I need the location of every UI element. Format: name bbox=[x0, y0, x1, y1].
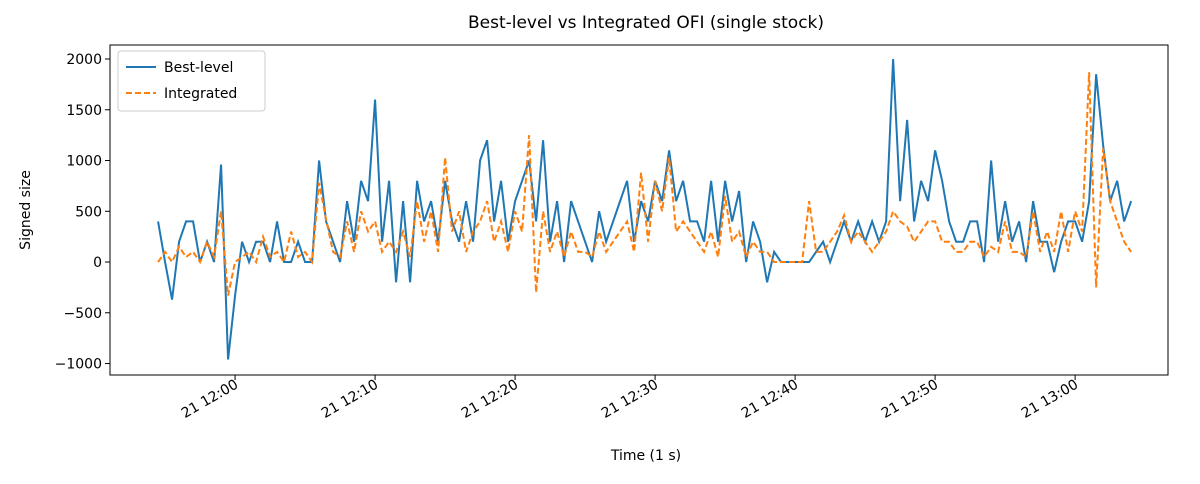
y-tick-label: 0 bbox=[93, 255, 102, 271]
chart-title: Best-level vs Integrated OFI (single sto… bbox=[468, 13, 824, 33]
y-tick-label: 500 bbox=[75, 204, 102, 220]
legend-label: Integrated bbox=[164, 86, 237, 102]
plot-frame bbox=[109, 44, 1169, 376]
legend-label: Best-level bbox=[164, 60, 233, 76]
y-tick-label: 1500 bbox=[66, 103, 102, 119]
y-tick-label: 1000 bbox=[66, 154, 102, 170]
x-axis-label: Time (1 s) bbox=[610, 448, 681, 464]
y-tick-label: −1000 bbox=[55, 357, 102, 373]
series-line bbox=[157, 58, 1133, 360]
series-line bbox=[157, 72, 1132, 296]
y-axis-label: Signed size bbox=[18, 170, 34, 250]
y-tick-label: −500 bbox=[64, 306, 102, 322]
y-tick-label: 2000 bbox=[66, 52, 102, 68]
